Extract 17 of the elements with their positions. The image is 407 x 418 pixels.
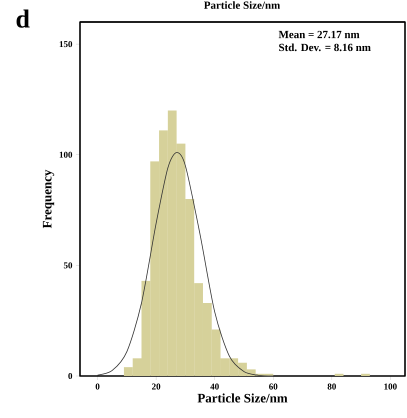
y-tick-label: 100 (60, 152, 72, 158)
x-tick-label: 20 (152, 384, 160, 390)
x-tick-label: 100 (384, 384, 397, 390)
x-tick-label: 80 (328, 384, 336, 390)
x-tick-label: 40 (210, 384, 219, 390)
line-series (97, 152, 274, 376)
y-axis-title: Frequency (42, 170, 54, 228)
y-tick-label: 150 (60, 41, 72, 48)
x-axis-title: Particle Size/nm (198, 393, 288, 403)
chart-title: d (16, 10, 30, 28)
annotation: Mean = 27.17 nm (278, 30, 360, 38)
x-tick-label: 60 (269, 384, 278, 390)
annotation: Std. Dev. = 8.16 nm (279, 43, 371, 52)
text: Particle Size/nm (204, 1, 280, 9)
x-tick-label: 0 (96, 384, 100, 390)
y-tick-label: 50 (64, 262, 72, 268)
y-tick-label: 0 (68, 372, 72, 380)
